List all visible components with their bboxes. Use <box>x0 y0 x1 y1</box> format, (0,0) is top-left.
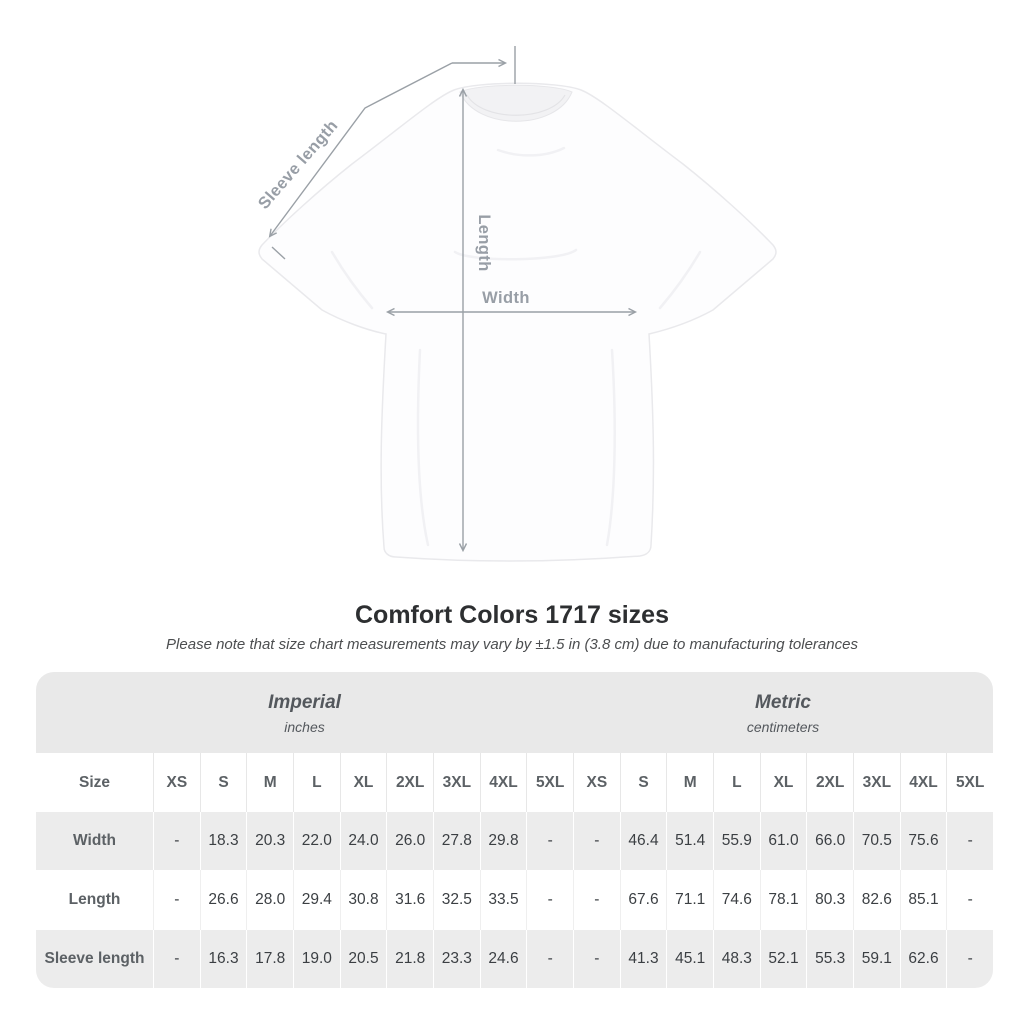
table-cell: 55.9 <box>713 812 760 870</box>
table-cell: 24.6 <box>479 930 527 988</box>
table-cell: - <box>153 930 200 988</box>
length-label: Length <box>475 214 493 271</box>
imperial-header-l: L <box>293 753 340 812</box>
measurement-annotations <box>268 46 638 553</box>
sleeve-length-arrow <box>268 46 516 260</box>
table-cell: - <box>526 870 573 930</box>
table-cell: 18.3 <box>199 812 247 870</box>
imperial-header-m: M <box>246 753 293 812</box>
page-title: Comfort Colors 1717 sizes <box>355 601 669 629</box>
table-cell: 45.1 <box>666 930 713 988</box>
table-cell: - <box>573 930 620 988</box>
table-cell: 28.0 <box>246 870 293 930</box>
imperial-header-5xl: 5XL <box>526 753 573 812</box>
imperial-header-4xl: 4XL <box>479 753 527 812</box>
table-cell: 31.6 <box>386 870 433 930</box>
shirt-measurement-diagram: Sleeve length Length Width <box>255 46 777 562</box>
table-cell: - <box>946 812 993 870</box>
table-cell: 52.1 <box>759 930 807 988</box>
table-cell: 51.4 <box>666 812 713 870</box>
imperial-group: Imperial inches <box>36 672 573 753</box>
imperial-header-s: S <box>199 753 247 812</box>
imperial-label: Imperial <box>268 692 341 713</box>
table-row-width: Width - 18.3 20.3 22.0 24.0 26.0 27.8 29… <box>36 812 993 870</box>
table-cell: 78.1 <box>759 870 807 930</box>
table-cell: 23.3 <box>433 930 480 988</box>
table-cell: 67.6 <box>619 870 667 930</box>
table-cell: 26.0 <box>386 812 433 870</box>
table-cell: 71.1 <box>666 870 713 930</box>
metric-header-s: S <box>619 753 667 812</box>
table-cell: 29.8 <box>479 812 527 870</box>
metric-header-5xl: 5XL <box>946 753 993 812</box>
table-cell: - <box>573 870 620 930</box>
metric-header-m: M <box>666 753 713 812</box>
table-cell: 27.8 <box>433 812 480 870</box>
collar <box>459 84 573 122</box>
row-label-sleeve-length: Sleeve length <box>44 950 145 967</box>
table-cell: 17.8 <box>246 930 293 988</box>
table-row-sleeve-length: Sleeve length - 16.3 17.8 19.0 20.5 21.8… <box>36 930 993 988</box>
size-column-header: Size <box>78 773 110 791</box>
table-cell: 41.3 <box>619 930 667 988</box>
size-header-row: Size XS S M L XL 2XL 3XL 4XL 5XL XS S M … <box>36 753 993 812</box>
table-cell: 74.6 <box>713 870 760 930</box>
imperial-unit: inches <box>284 719 325 735</box>
table-cell: 29.4 <box>293 870 340 930</box>
metric-unit: centimeters <box>746 719 820 735</box>
row-label-width: Width <box>73 832 116 849</box>
metric-header-4xl: 4XL <box>899 753 947 812</box>
metric-header-xl: XL <box>759 753 807 812</box>
table-cell: 48.3 <box>713 930 760 988</box>
table-row-length: Length - 26.6 28.0 29.4 30.8 31.6 32.5 3… <box>36 870 993 930</box>
tshirt-silhouette <box>258 82 777 562</box>
imperial-header-2xl: 2XL <box>386 753 433 812</box>
table-cell: 16.3 <box>199 930 247 988</box>
table-cell: 24.0 <box>339 812 387 870</box>
table-cell: 82.6 <box>853 870 900 930</box>
table-cell: 75.6 <box>899 812 947 870</box>
table-cell: 80.3 <box>806 870 853 930</box>
size-table: Imperial inches Metric centimeters Size … <box>36 672 993 988</box>
table-cell: - <box>946 930 993 988</box>
table-cell: - <box>573 812 620 870</box>
table-cell: - <box>946 870 993 930</box>
table-cell: 33.5 <box>479 870 527 930</box>
table-cell: 59.1 <box>853 930 900 988</box>
unit-band: Imperial inches Metric centimeters <box>36 672 993 753</box>
table-cell: 55.3 <box>806 930 853 988</box>
table-cell: - <box>526 930 573 988</box>
table-cell: 22.0 <box>293 812 340 870</box>
imperial-header-xl: XL <box>339 753 387 812</box>
width-label: Width <box>482 289 530 307</box>
metric-header-2xl: 2XL <box>806 753 853 812</box>
tshirt-image: Sleeve length Length Width <box>255 46 777 562</box>
table-cell: 85.1 <box>899 870 947 930</box>
table-cell: 70.5 <box>853 812 900 870</box>
table-cell: 46.4 <box>619 812 667 870</box>
metric-header-3xl: 3XL <box>853 753 900 812</box>
table-cell: - <box>153 812 200 870</box>
table-cell: 32.5 <box>433 870 480 930</box>
table-cell: 61.0 <box>759 812 807 870</box>
metric-group: Metric centimeters <box>573 672 993 753</box>
table-cell: 20.3 <box>246 812 293 870</box>
metric-header-l: L <box>713 753 760 812</box>
table-cell: 30.8 <box>339 870 387 930</box>
table-cell: 62.6 <box>899 930 947 988</box>
table-cell: 19.0 <box>293 930 340 988</box>
metric-label: Metric <box>755 692 811 713</box>
tolerance-note: Please note that size chart measurements… <box>166 636 858 653</box>
table-cell: 66.0 <box>806 812 853 870</box>
table-cell: 21.8 <box>386 930 433 988</box>
metric-header-xs: XS <box>573 753 620 812</box>
imperial-header-xs: XS <box>153 753 200 812</box>
table-cell: 26.6 <box>199 870 247 930</box>
table-cell: 20.5 <box>339 930 387 988</box>
imperial-header-3xl: 3XL <box>433 753 480 812</box>
table-cell: - <box>153 870 200 930</box>
row-label-length: Length <box>68 891 121 908</box>
table-cell: - <box>526 812 573 870</box>
